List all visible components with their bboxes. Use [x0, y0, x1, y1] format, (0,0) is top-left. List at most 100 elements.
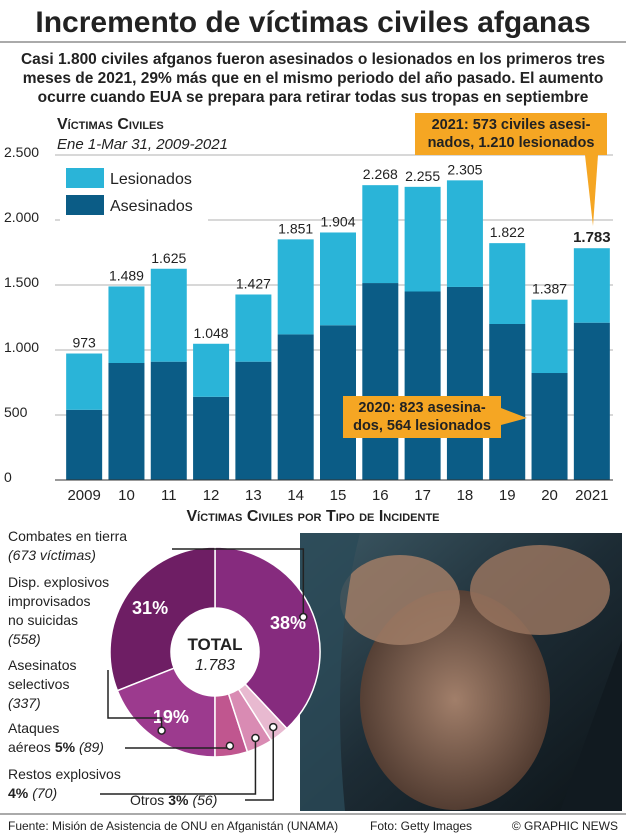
chart-title: Víctimas Civiles: [57, 116, 164, 133]
pointer-dot: [299, 612, 308, 622]
x-tick-label: 2009: [67, 487, 100, 504]
bar-segment: [489, 243, 526, 324]
category-name: Disp. explosivos: [8, 574, 109, 590]
total-label: 1.822: [490, 224, 525, 240]
callout-box: [343, 396, 501, 438]
category-label: no suicidas: [8, 612, 78, 628]
legend-label: Lesionados: [110, 171, 192, 188]
title: Incremento de víctimas civiles afganas: [35, 6, 590, 39]
category-label: Asesinatos: [8, 657, 76, 673]
category-label: aéreos 5% (89): [8, 739, 104, 755]
legend-label: Asesinados: [110, 198, 193, 215]
center-total: 1.783: [195, 657, 235, 674]
total-label: 1.387: [532, 281, 567, 297]
callout-box: [415, 113, 607, 155]
y-tick-label: 2.000: [4, 209, 39, 225]
total-label: 2.255: [405, 168, 440, 184]
credit: © GRAPHIC NEWS: [512, 819, 618, 833]
bar-segment: [150, 361, 187, 480]
pointer-line: [107, 670, 163, 731]
total-label: 1.489: [109, 267, 144, 283]
bar-segment: [235, 294, 272, 362]
x-tick-label: 15: [330, 487, 347, 504]
y-tick-label: 0: [4, 469, 12, 485]
pointer-dot: [225, 741, 235, 751]
legend-swatch: [66, 168, 104, 188]
count-label: (70): [32, 785, 57, 801]
category-label: Disp. explosivos: [8, 574, 109, 590]
value-label: 19%: [153, 707, 189, 727]
value-label: 3%: [168, 792, 189, 808]
y-tick-label: 1.500: [4, 274, 39, 290]
category-name: Ataques: [8, 720, 59, 736]
category-name: Otros: [130, 792, 164, 808]
count-label: (337): [8, 695, 41, 711]
category-name: Combates en tierra: [8, 528, 127, 544]
bar-segment: [404, 186, 441, 292]
category-name: no suicidas: [8, 612, 78, 628]
category-label: improvisados: [8, 593, 90, 609]
x-tick-label: 12: [203, 487, 220, 504]
x-tick-label: 13: [245, 487, 262, 504]
bar-segment: [235, 361, 272, 480]
bar-segment: [531, 373, 568, 480]
y-tick-label: 1.000: [4, 339, 39, 355]
x-tick-label: 10: [118, 487, 135, 504]
count-label: (558): [8, 631, 41, 647]
bar-segment: [150, 268, 187, 362]
bar-segment: [362, 283, 399, 480]
x-tick-label: 18: [457, 487, 474, 504]
x-tick-label: 17: [414, 487, 431, 504]
y-tick-label: 500: [4, 404, 28, 420]
pointer-dot: [157, 726, 166, 735]
center-label: TOTAL: [187, 635, 242, 654]
bar-segment: [277, 334, 314, 480]
callout-pointer: [501, 408, 527, 425]
bar-segment: [531, 299, 568, 374]
photo-credit: Foto: Getty Images: [370, 819, 472, 833]
subtitle: meses de 2021, 29% más que en el mismo p…: [23, 70, 604, 87]
bar-segment: [446, 286, 483, 480]
count-label: (89): [79, 739, 104, 755]
x-tick-label: 20: [541, 487, 558, 504]
bar-segment: [193, 396, 230, 480]
legend-swatch: [66, 195, 104, 215]
bar-segment: [277, 239, 314, 335]
total-label: 1.427: [236, 275, 271, 291]
bar-segment: [573, 322, 610, 480]
x-tick-label: 2021: [575, 487, 608, 504]
bar-segment: [362, 185, 399, 284]
callout-text: 2021: 573 civiles asesi-: [432, 117, 591, 133]
x-tick-label: 14: [287, 487, 304, 504]
pointer-dot: [268, 722, 278, 732]
value-label: 4%: [8, 785, 29, 801]
total-label: 1.851: [278, 220, 313, 236]
bar-segment: [66, 353, 103, 410]
category-label: 4% (70): [8, 785, 57, 801]
value-label: 38%: [270, 613, 306, 633]
total-label: 1.048: [194, 325, 229, 341]
pointer-line: [172, 548, 305, 618]
subtitle: Casi 1.800 civiles afganos fueron asesin…: [21, 51, 605, 68]
category-name: selectivos: [8, 676, 69, 692]
bar-segment: [446, 180, 483, 287]
total-label: 1.904: [320, 213, 355, 229]
bar-segment: [108, 363, 145, 480]
total-label: 2.268: [363, 166, 398, 182]
photo: [300, 533, 622, 811]
category-name: Asesinatos: [8, 657, 76, 673]
category-label: selectivos: [8, 676, 69, 692]
category-label: Otros 3% (56): [130, 792, 217, 808]
value-label: 5%: [55, 739, 76, 755]
value-label: 31%: [132, 598, 168, 618]
bar-segment: [404, 291, 441, 480]
pointer-line: [245, 727, 274, 801]
total-label: 1.783: [573, 229, 611, 246]
count-label: (56): [192, 792, 217, 808]
x-tick-label: 11: [161, 487, 177, 504]
callout-text: dos, 564 lesionados: [353, 418, 491, 434]
category-name: Restos explosivos: [8, 766, 121, 782]
chart-title: Víctimas Civiles por Tipo de Incidente: [186, 508, 439, 525]
source: Fuente: Misión de Asistencia de ONU en A…: [8, 819, 338, 833]
